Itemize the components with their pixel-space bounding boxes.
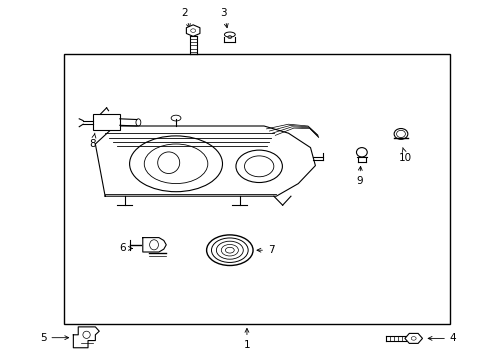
Text: 5: 5	[40, 333, 68, 343]
Text: 9: 9	[355, 166, 362, 186]
Text: 3: 3	[220, 8, 228, 28]
Polygon shape	[404, 333, 422, 343]
Text: 8: 8	[89, 133, 96, 149]
Text: 7: 7	[257, 245, 274, 255]
Text: 1: 1	[243, 328, 250, 350]
Text: 2: 2	[181, 8, 190, 28]
Text: 10: 10	[399, 148, 411, 163]
Polygon shape	[186, 25, 200, 36]
Bar	[93, 114, 120, 130]
Polygon shape	[142, 238, 166, 252]
Polygon shape	[95, 126, 315, 196]
Polygon shape	[73, 327, 99, 348]
Text: 6: 6	[119, 243, 132, 253]
Bar	[63, 54, 449, 324]
Text: 4: 4	[427, 333, 456, 343]
